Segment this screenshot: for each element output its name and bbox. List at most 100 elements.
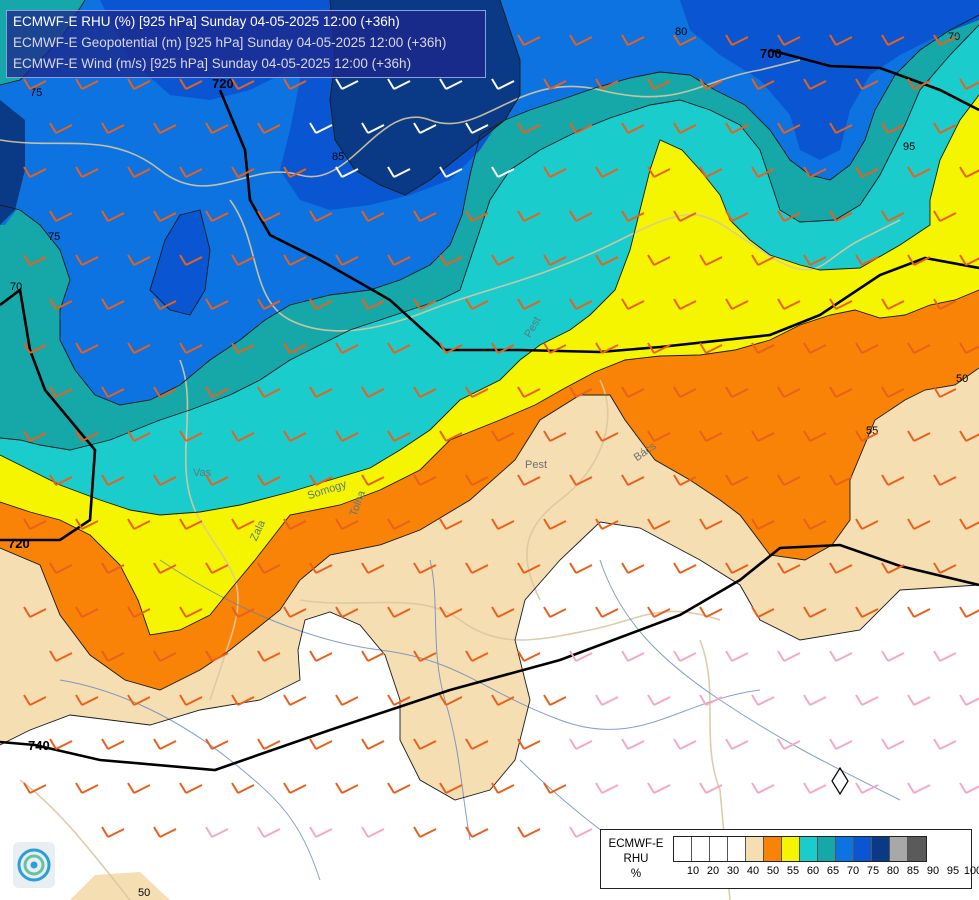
wind-barb <box>803 166 827 178</box>
wind-barb <box>127 694 151 706</box>
wind-barb <box>725 562 749 574</box>
wind-barb <box>361 386 385 398</box>
legend-tick-label: 20 <box>706 865 720 877</box>
wind-barb <box>595 518 619 530</box>
wind-barb <box>257 826 281 838</box>
legend-swatch <box>872 837 890 861</box>
wind-barb <box>257 562 281 574</box>
wind-barb <box>569 34 593 46</box>
wind-barb <box>751 342 775 354</box>
wind-barb <box>751 518 775 530</box>
wind-barb <box>127 518 151 530</box>
legend-tick-label: 50 <box>766 865 780 877</box>
wind-barb <box>543 430 567 442</box>
wind-barb <box>491 694 515 706</box>
wind-barb <box>309 474 333 486</box>
wind-barb <box>725 738 749 750</box>
wind-barb <box>335 606 359 618</box>
wind-barb <box>569 298 593 310</box>
legend-swatches <box>673 836 927 862</box>
wind-barb <box>673 210 697 222</box>
wind-barb <box>283 254 307 266</box>
wind-barb <box>413 298 437 310</box>
legend-tick-label: 75 <box>866 865 880 877</box>
wind-barb <box>621 122 645 134</box>
wind-barb <box>153 738 177 750</box>
wind-barb <box>335 518 359 530</box>
place-label: Pest <box>525 459 547 471</box>
wind-barb <box>881 562 905 574</box>
wind-barb <box>517 386 541 398</box>
geopotential-label: 720 <box>8 536 30 551</box>
wind-barb <box>855 694 879 706</box>
wind-barb <box>699 342 723 354</box>
geopotential-label: 700 <box>760 46 782 61</box>
wind-barb <box>283 78 307 90</box>
wind-barb <box>907 78 931 90</box>
wind-barb <box>361 122 385 134</box>
wind-barb <box>205 738 229 750</box>
wind-barb <box>335 254 359 266</box>
geopotential-label: 740 <box>28 738 50 753</box>
wind-barb <box>517 738 541 750</box>
wind-barb <box>569 562 593 574</box>
wind-barb <box>309 826 333 838</box>
legend-title-line: RHU <box>623 853 649 865</box>
wind-barb <box>361 474 385 486</box>
wind-barb <box>387 342 411 354</box>
wind-barb <box>803 782 827 794</box>
wind-barb <box>647 430 671 442</box>
wind-barbs <box>23 34 979 838</box>
wind-barb <box>23 430 47 442</box>
wind-barb <box>49 122 73 134</box>
wind-barb <box>101 122 125 134</box>
wind-barb <box>959 78 979 90</box>
wind-barb <box>829 386 853 398</box>
legend-swatch <box>764 837 782 861</box>
wind-barb <box>959 782 979 794</box>
title-line-wind: ECMWF-E Wind (m/s) [925 hPa] Sunday 04-0… <box>13 56 412 71</box>
wind-barb <box>595 342 619 354</box>
wind-barb <box>231 782 255 794</box>
wind-barb <box>751 254 775 266</box>
wind-barb <box>465 474 489 486</box>
wind-barb <box>803 694 827 706</box>
wind-barb <box>413 122 437 134</box>
wind-barb <box>517 298 541 310</box>
wind-barb <box>127 166 151 178</box>
wind-barb <box>803 78 827 90</box>
wind-barb <box>803 342 827 354</box>
wind-barb <box>491 606 515 618</box>
wind-barb <box>153 650 177 662</box>
wind-barb <box>907 166 931 178</box>
rhu-contour-label: 80 <box>675 26 687 38</box>
wind-barb <box>933 34 957 46</box>
wind-barb <box>933 474 957 486</box>
wind-barb <box>855 782 879 794</box>
wind-barb <box>543 78 567 90</box>
wind-barb <box>231 166 255 178</box>
wind-barb <box>829 210 853 222</box>
wind-barb <box>127 78 151 90</box>
wind-barb <box>647 518 671 530</box>
wind-barb <box>673 474 697 486</box>
wind-barb <box>257 650 281 662</box>
wind-barb <box>621 474 645 486</box>
wind-barb <box>595 254 619 266</box>
wind-barb <box>413 386 437 398</box>
wind-barb <box>569 210 593 222</box>
wind-barb <box>699 606 723 618</box>
wind-barb <box>517 474 541 486</box>
wind-barb <box>491 254 515 266</box>
legend-tick-label: 80 <box>886 865 900 877</box>
legend-tick-label: 85 <box>906 865 920 877</box>
wind-barb <box>101 738 125 750</box>
wind-barb <box>699 78 723 90</box>
wind-barb <box>231 430 255 442</box>
wind-barb <box>75 782 99 794</box>
wind-barb <box>881 122 905 134</box>
wind-barb <box>595 166 619 178</box>
wind-barb <box>517 210 541 222</box>
wind-barb <box>49 298 73 310</box>
wind-barb <box>621 562 645 574</box>
